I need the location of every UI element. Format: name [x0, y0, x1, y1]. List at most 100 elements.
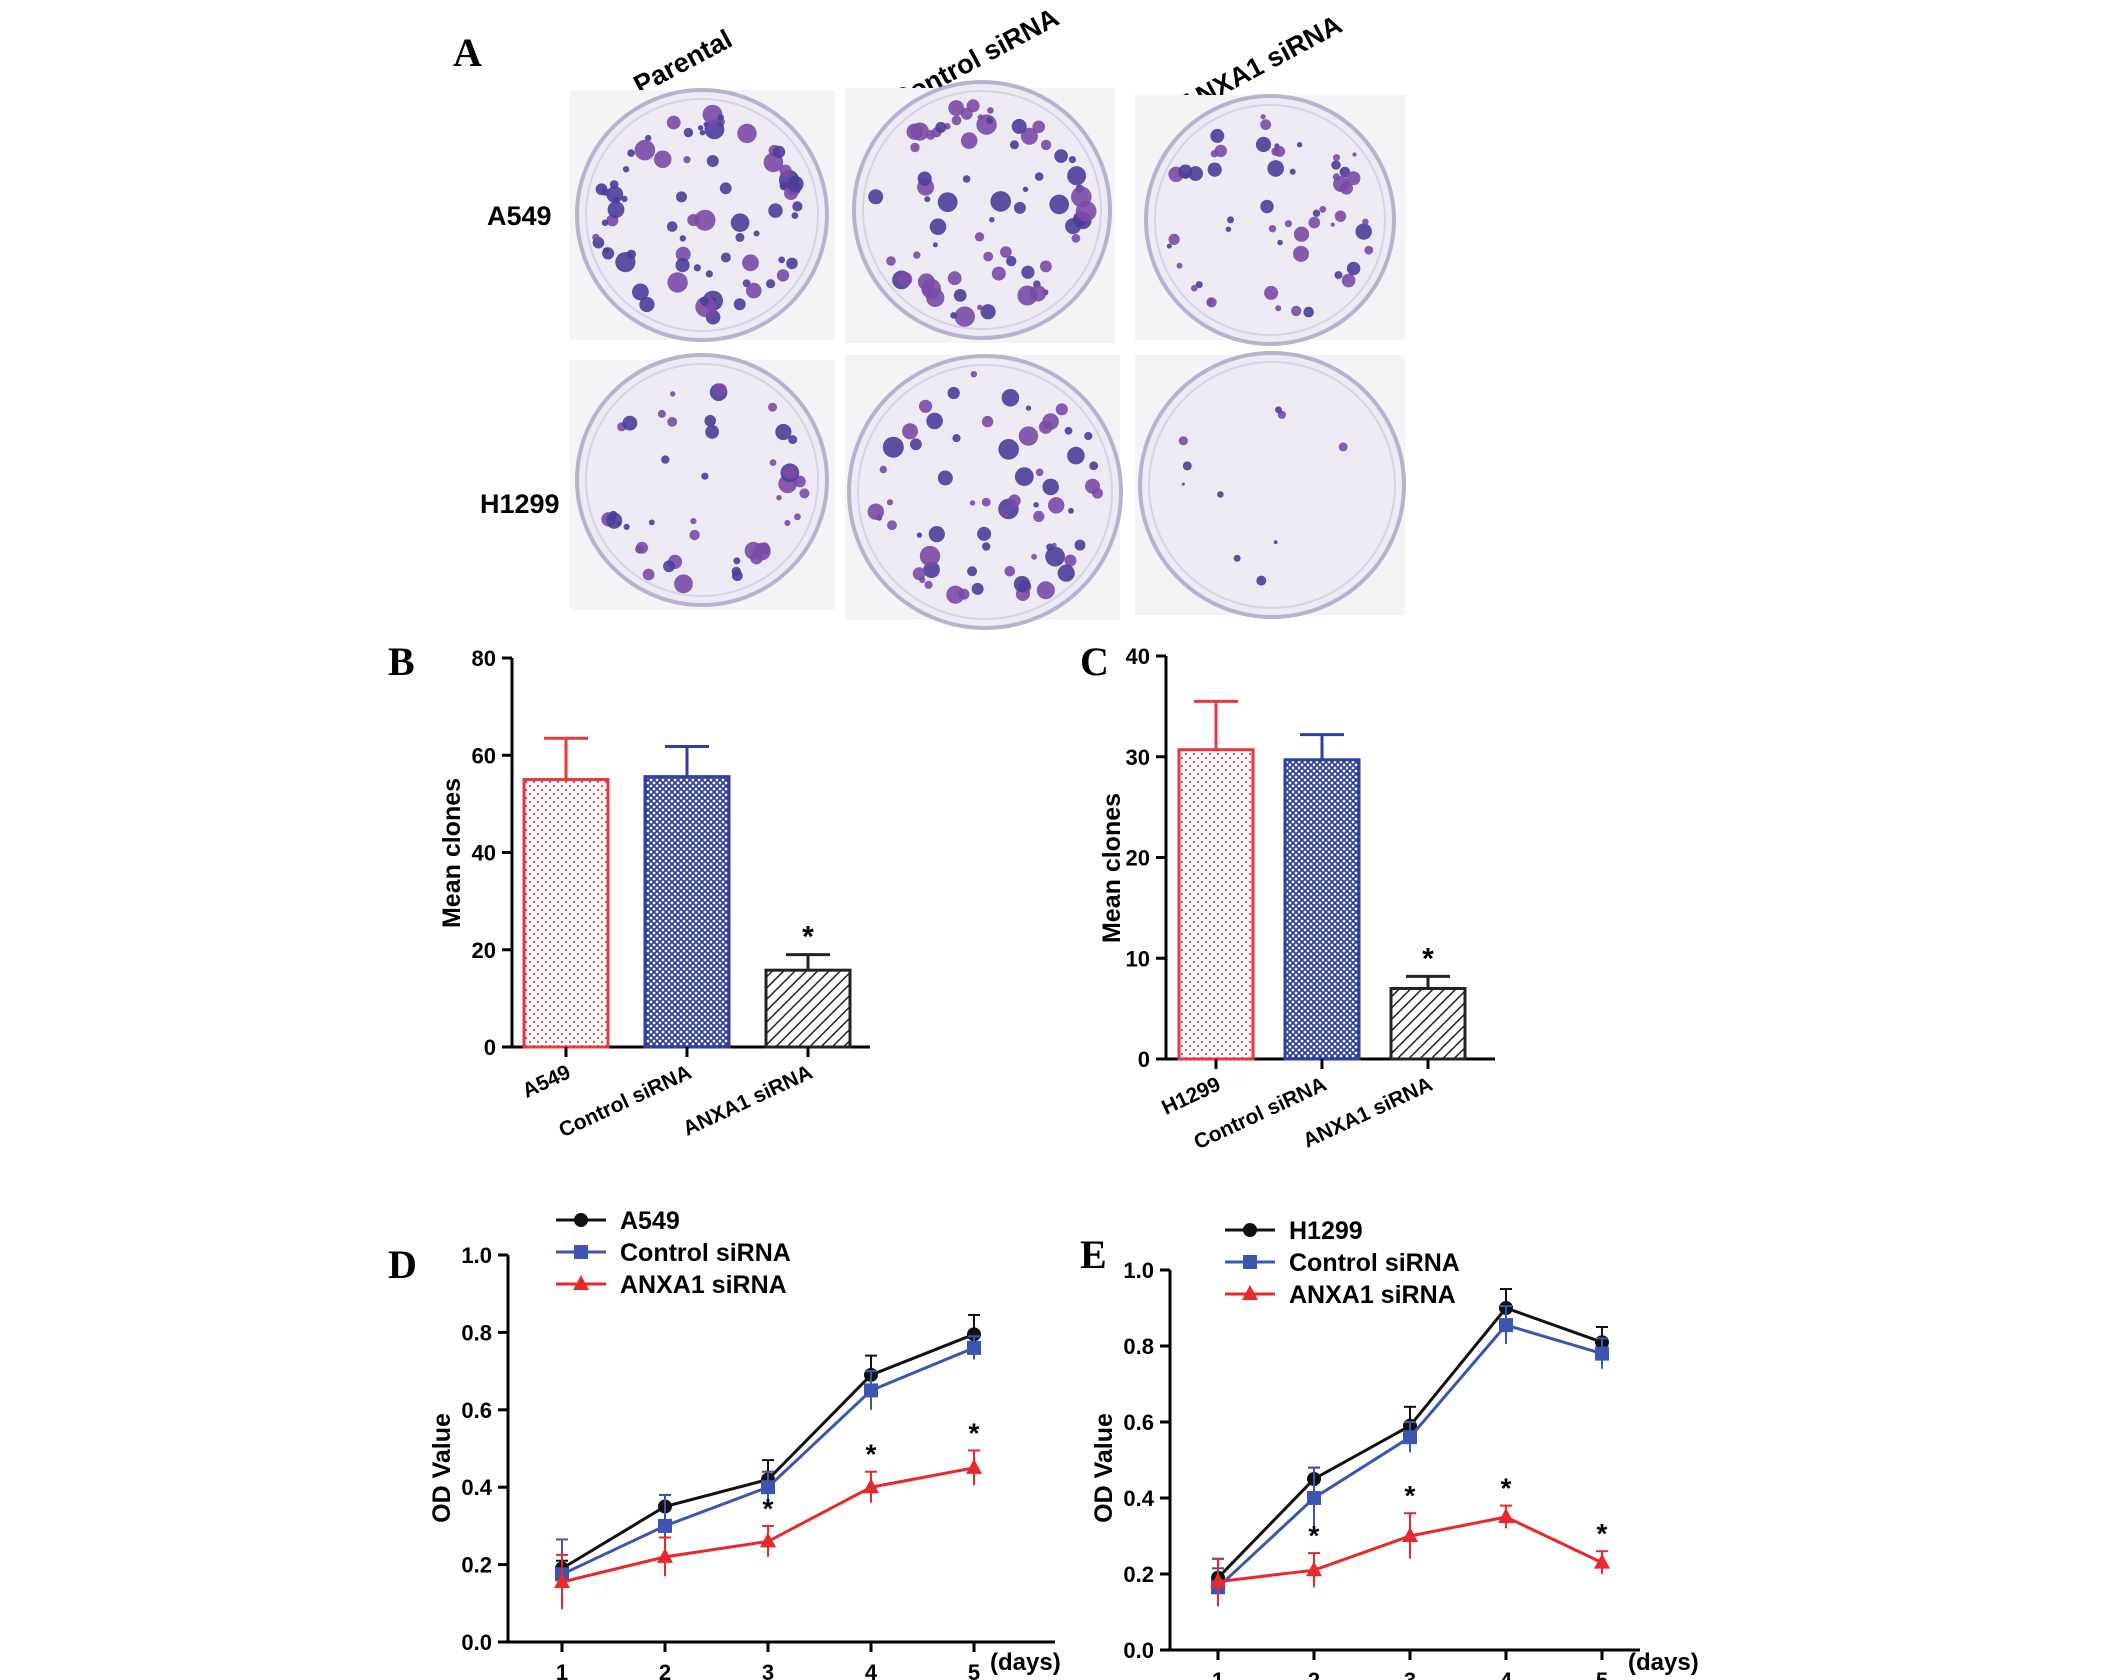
colony [1089, 461, 1099, 471]
colony [882, 436, 904, 458]
significance-mark: * [1501, 1473, 1512, 1504]
colony [919, 545, 941, 567]
colony [772, 145, 786, 159]
colony [1032, 120, 1045, 134]
colony [926, 412, 943, 430]
chart-d-xunit: (days) [990, 1649, 1061, 1676]
legend-swatch-marker [1243, 1223, 1257, 1237]
x-tick-label: 2 [1308, 1668, 1320, 1680]
colony [612, 196, 621, 204]
colony [1334, 210, 1347, 222]
data-point [1594, 1553, 1610, 1569]
colony [720, 252, 731, 263]
data-point [967, 1327, 981, 1342]
colony [1036, 581, 1055, 600]
petri-dish-rim [862, 90, 1102, 330]
colony [977, 526, 992, 541]
colony [784, 520, 791, 526]
colony [1260, 199, 1274, 214]
y-tick-label: 0.0 [1123, 1638, 1154, 1663]
colony [788, 435, 798, 445]
colony [1055, 403, 1068, 416]
colony [987, 107, 994, 114]
colony [779, 164, 792, 177]
colony [735, 232, 745, 242]
colony [666, 115, 681, 130]
significance-mark: * [763, 1493, 774, 1524]
colony [951, 115, 962, 126]
colony [1260, 119, 1272, 130]
y-tick-label: 0.4 [1123, 1486, 1154, 1511]
colony [1064, 554, 1077, 567]
colony [929, 218, 947, 235]
colony [1031, 553, 1037, 560]
colony [666, 221, 678, 232]
colony [1038, 420, 1053, 434]
colony [1065, 218, 1082, 235]
colony [719, 182, 732, 195]
colony [1014, 467, 1034, 486]
colony [1071, 186, 1092, 208]
colony [910, 122, 930, 141]
y-tick-label: 30 [1126, 745, 1150, 770]
colony [1334, 271, 1343, 280]
colony [704, 415, 716, 427]
colony [779, 181, 788, 191]
colony [960, 132, 978, 149]
colony [917, 171, 932, 186]
colony [1331, 160, 1341, 170]
colony [1274, 145, 1286, 157]
colony [926, 288, 945, 307]
colony [990, 191, 1011, 212]
colony [983, 251, 994, 262]
data-point [864, 1383, 878, 1398]
plate-column-label-parental: Parental [629, 24, 737, 101]
panel-label-b: B [388, 639, 415, 684]
colony [674, 574, 693, 594]
colony [731, 566, 741, 577]
colony [622, 166, 630, 173]
y-tick-label: 20 [472, 938, 496, 963]
colony [603, 247, 609, 254]
colony [1001, 508, 1009, 517]
colony [609, 510, 618, 520]
colony [886, 256, 896, 266]
colony [683, 156, 691, 164]
colony [1004, 566, 1016, 577]
colony [1355, 223, 1372, 240]
legend-label: H1299 [1289, 1217, 1363, 1245]
bar-c-1 [1283, 758, 1361, 1061]
legend-swatch-marker [573, 1275, 589, 1290]
colony [679, 235, 686, 242]
colony [786, 257, 798, 270]
y-tick-label: 10 [1126, 946, 1150, 971]
panel-label-a: A [453, 30, 482, 75]
colony [932, 242, 938, 248]
colony [977, 114, 984, 120]
colony [753, 230, 760, 237]
y-tick-label: 40 [472, 841, 496, 866]
colony [1362, 218, 1369, 225]
colony [787, 175, 804, 193]
colony [1049, 194, 1069, 215]
colony [693, 264, 701, 272]
colony [1333, 154, 1340, 162]
x-tick-label: H1299 [1158, 1073, 1224, 1120]
colony [980, 304, 996, 320]
x-tick-label: 1 [1212, 1668, 1224, 1680]
colony [776, 495, 782, 501]
y-tick-label: 0 [484, 1035, 496, 1060]
y-tick-label: 40 [1126, 644, 1150, 669]
significance-mark: * [1597, 1518, 1608, 1549]
colony [1013, 575, 1031, 593]
data-point [863, 1478, 879, 1494]
colony [1040, 260, 1052, 273]
colony [694, 209, 716, 231]
colony [887, 520, 897, 531]
colony [989, 217, 995, 223]
colony-plate [1135, 351, 1406, 619]
colony [689, 529, 700, 541]
petri-dish [847, 354, 1123, 630]
legend-label: ANXA1 siRNA [1289, 1281, 1456, 1309]
significance-mark: * [1309, 1520, 1320, 1551]
